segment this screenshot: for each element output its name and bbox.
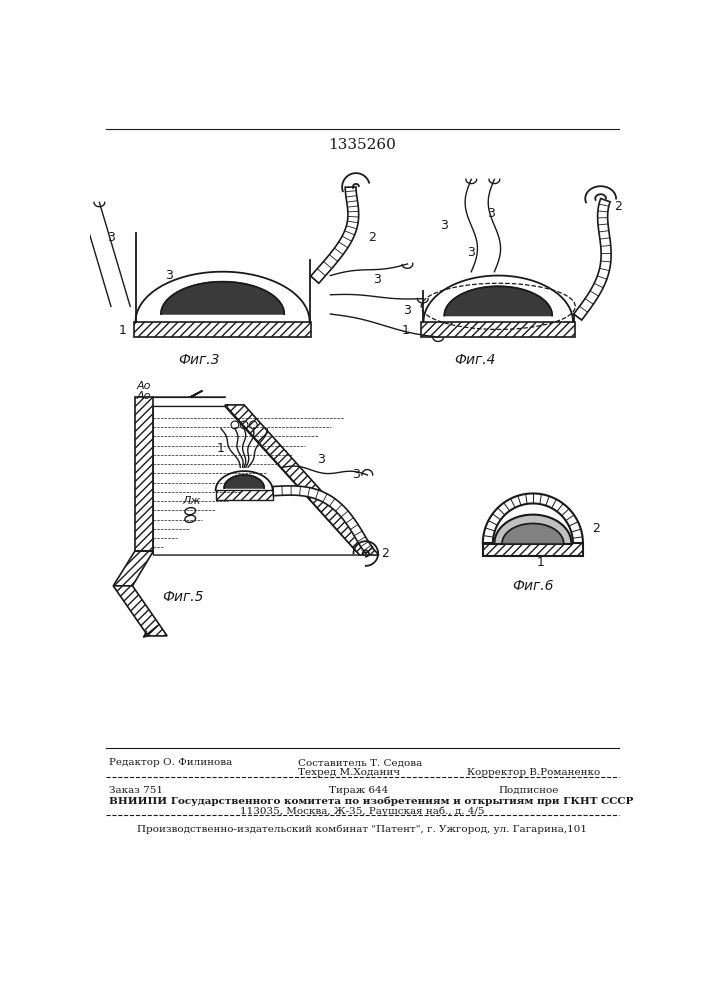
Text: 1: 1 [402,324,410,337]
Bar [483,544,583,556]
Polygon shape [573,199,611,320]
Text: 1: 1 [217,442,225,455]
Polygon shape [161,282,284,314]
Text: Тираж 644: Тираж 644 [329,786,388,795]
Text: 2: 2 [592,522,600,535]
Text: 3: 3 [404,304,411,317]
Text: 1: 1 [537,556,544,569]
Polygon shape [494,515,571,544]
Text: 3: 3 [486,207,494,220]
Polygon shape [483,493,583,544]
Text: 3: 3 [352,468,360,481]
Text: 3: 3 [165,269,173,282]
Text: Составитель Т. Седова: Составитель Т. Седова [298,758,422,767]
Text: Фиг.4: Фиг.4 [455,353,496,367]
Polygon shape [224,475,264,488]
Text: 2: 2 [368,231,376,244]
Text: Фиг.5: Фиг.5 [162,590,204,604]
Text: 3: 3 [467,246,475,259]
Text: Редактор О. Филинова: Редактор О. Филинова [110,758,233,767]
Text: 1: 1 [119,324,127,337]
Text: Лж: Лж [182,496,201,506]
Text: 3: 3 [317,453,325,466]
Polygon shape [113,586,167,636]
Text: Ао: Ао [136,381,151,391]
Bar [134,322,311,337]
Text: 3: 3 [373,273,380,286]
Text: Фиг.6: Фиг.6 [512,579,554,593]
Polygon shape [502,523,563,544]
Text: 1335260: 1335260 [328,138,396,152]
Bar [216,490,274,500]
Text: Ао: Ао [136,391,151,401]
Polygon shape [225,405,379,555]
Polygon shape [310,187,358,283]
Polygon shape [135,397,153,551]
Text: 3: 3 [440,219,448,232]
Text: 2: 2 [614,200,622,213]
Text: Техред М.Ходанич: Техред М.Ходанич [298,768,400,777]
Text: 3: 3 [107,231,115,244]
Text: Подписное: Подписное [498,786,559,795]
Polygon shape [273,486,373,554]
Text: Производственно-издательский комбинат "Патент", г. Ужгород, ул. Гагарина,101: Производственно-издательский комбинат "П… [137,825,587,834]
Text: Фиг.3: Фиг.3 [179,353,221,367]
Bar [421,322,575,337]
Polygon shape [113,551,153,586]
Text: 2: 2 [381,547,389,560]
Polygon shape [444,286,552,316]
Polygon shape [153,406,360,555]
Text: ВНИИПИ Государственного комитета по изобретениям и открытиям при ГКНТ СССР: ВНИИПИ Государственного комитета по изоб… [110,797,633,806]
Text: Заказ 751: Заказ 751 [110,786,163,795]
Text: Корректор В.Романенко: Корректор В.Романенко [467,768,601,777]
Text: 113035, Москва, Ж-35, Раушская наб., д. 4/5: 113035, Москва, Ж-35, Раушская наб., д. … [240,807,484,816]
